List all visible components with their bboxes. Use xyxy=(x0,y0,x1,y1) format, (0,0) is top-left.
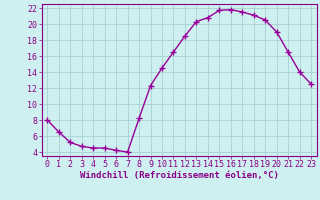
X-axis label: Windchill (Refroidissement éolien,°C): Windchill (Refroidissement éolien,°C) xyxy=(80,171,279,180)
